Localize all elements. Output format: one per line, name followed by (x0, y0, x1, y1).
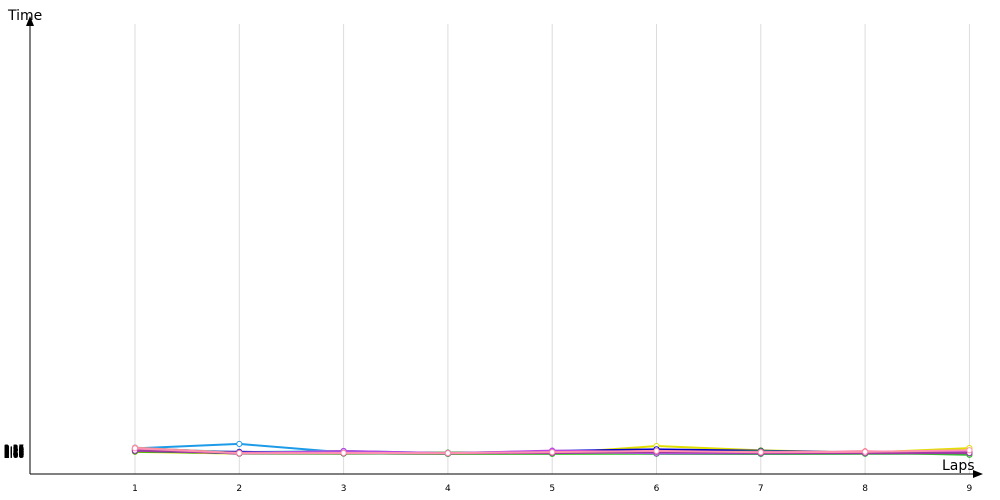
y-tick-label: 2:18 (4, 448, 24, 458)
data-point (757, 449, 764, 456)
y-tick-label: 2:20 (4, 448, 24, 458)
y-tick-label: 2:27 (4, 446, 24, 456)
y-tick-label: 2:34 (4, 445, 24, 455)
y-tick-label: 2:31 (4, 445, 24, 455)
x-tick-label: 3 (341, 484, 347, 494)
data-point (966, 447, 973, 454)
tick-label-layer: 1 2 3 4 5 6 7 8 9 2:072:082:092:102:112:122:132:1… (4, 444, 973, 494)
data-point (236, 440, 243, 448)
y-tick-label: 2:30 (4, 446, 24, 456)
y-tick-label: 2:13 (4, 450, 24, 460)
y-tick-label: 2:16 (4, 449, 24, 459)
y-axis-arrow (26, 16, 34, 26)
data-point (862, 448, 869, 455)
y-tick-label: 2:14 (4, 449, 24, 459)
y-tick-label: 2:19 (4, 448, 24, 458)
y-tick-label: 2:10 (4, 450, 24, 460)
x-tick-label: 7 (758, 484, 764, 494)
y-tick-label: 2:33 (4, 445, 24, 455)
data-point (236, 450, 243, 457)
data-point (549, 449, 556, 456)
x-tick-label: 4 (445, 484, 451, 494)
y-tick-label: 2:17 (4, 449, 24, 459)
y-tick-label: 2:07 (4, 451, 24, 461)
y-tick-label: 2:21 (4, 448, 24, 458)
x-tick-label: 6 (654, 484, 660, 494)
data-point (340, 449, 347, 457)
x-tick-label: 8 (862, 484, 868, 494)
data-point (653, 447, 660, 455)
y-tick-label: 2:15 (4, 449, 24, 459)
y-tick-label: 2:09 (4, 451, 24, 461)
grid-layer (134, 24, 970, 474)
axis-layer: Time Laps (7, 8, 983, 478)
series-layer (131, 440, 973, 458)
x-tick-label: 5 (549, 484, 555, 494)
y-tick-label: 2:12 (4, 450, 24, 460)
data-point (131, 445, 139, 452)
x-tick-label: 9 (967, 484, 973, 494)
y-tick-label: 2:28 (4, 446, 24, 456)
y-tick-label: 2:24 (4, 447, 24, 457)
series-group (131, 445, 973, 457)
y-tick-label: 2:25 (4, 447, 24, 457)
data-point (444, 450, 451, 457)
y-axis-title: Time (7, 8, 42, 24)
y-tick-label: 2:32 (4, 445, 24, 455)
y-tick-label: 2:35 (4, 444, 24, 454)
x-tick-label: 1 (132, 484, 138, 494)
x-axis-arrow (973, 470, 983, 478)
y-tick-label: 2:11 (4, 450, 24, 460)
y-tick-label: 2:26 (4, 447, 24, 457)
y-tick-label: 2:36 (4, 444, 24, 454)
x-tick-label: 2 (236, 484, 242, 494)
x-axis-title: Laps (942, 458, 975, 474)
y-tick-label: 2:37 (4, 444, 24, 454)
y-tick-label: 2:08 (4, 451, 24, 461)
y-tick-label: 2:23 (4, 447, 24, 457)
y-tick-label: 2:22 (4, 447, 24, 457)
y-tick-label: 2:29 (4, 446, 24, 456)
